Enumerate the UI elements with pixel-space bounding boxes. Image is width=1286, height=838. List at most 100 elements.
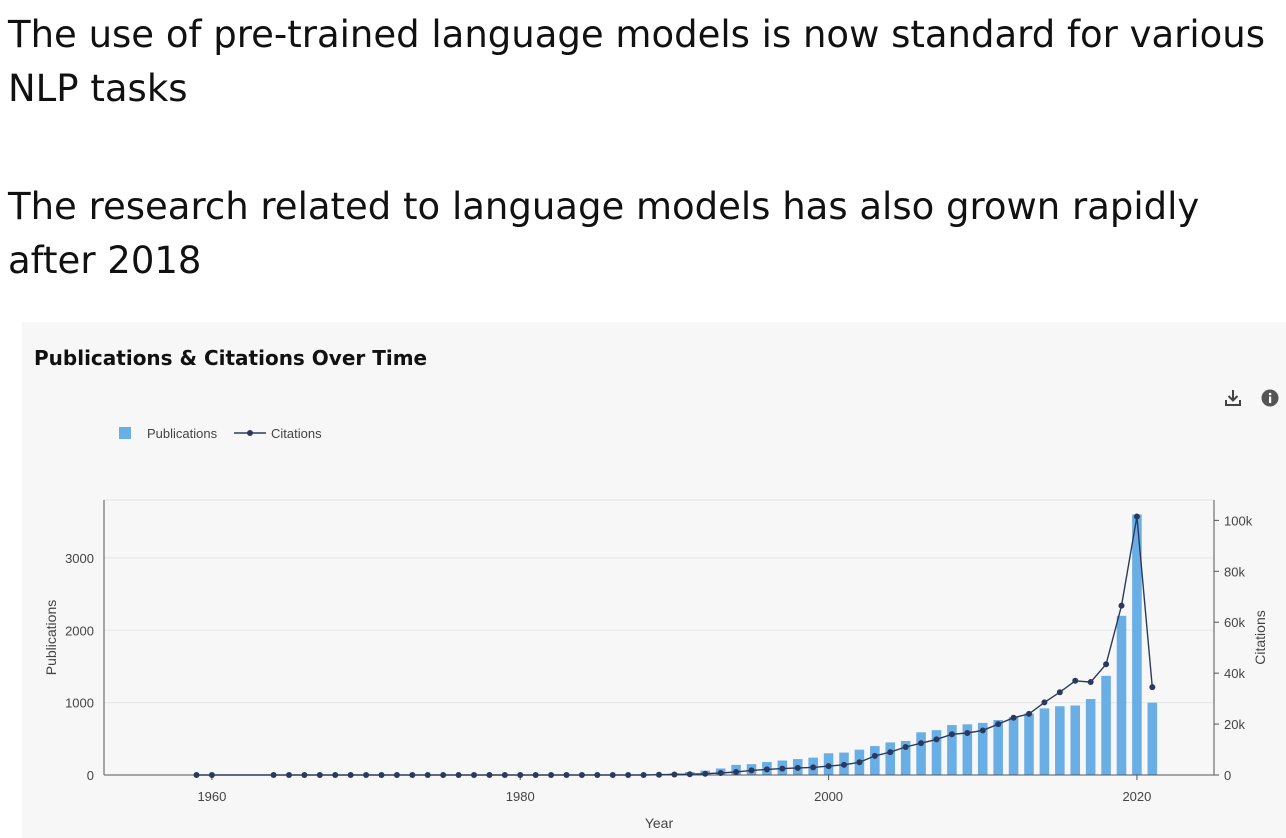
citations-point	[979, 727, 986, 734]
chart-panel: 1960 1980 2000 2020 0 1000 2000 3000 0 20k 40k 60k 8…	[22, 322, 1286, 838]
y-tick-label: 2000	[65, 623, 94, 638]
publications-bar	[1116, 615, 1127, 775]
citations-point	[1072, 677, 1079, 684]
citations-point	[1133, 513, 1140, 520]
citations-point	[918, 740, 925, 747]
y2-tick-label: 60k	[1224, 615, 1245, 630]
publications-bar	[1132, 514, 1142, 775]
x-tick-label: 1960	[197, 789, 226, 804]
citations-point	[763, 766, 770, 773]
citations-point	[455, 772, 462, 778]
citations-point	[640, 772, 647, 778]
citations-point	[656, 771, 662, 778]
legend-label-citations: Citations	[271, 426, 322, 441]
citations-point	[347, 772, 354, 778]
citations-point	[301, 772, 308, 778]
citations-point	[748, 767, 755, 774]
citations-point	[517, 772, 524, 778]
citations-point	[794, 764, 801, 771]
publications-bar	[870, 746, 880, 775]
citations-point	[1056, 689, 1063, 696]
citations-point	[208, 772, 215, 778]
citations-point	[887, 749, 894, 756]
legend-label-publications: Publications	[147, 426, 218, 441]
publications-bar	[1055, 706, 1065, 775]
publications-bar	[977, 722, 988, 775]
x-tick-label: 1980	[506, 789, 535, 804]
y-tick-label: 3000	[65, 551, 94, 566]
citations-point	[578, 772, 585, 778]
citations-point	[1149, 684, 1156, 691]
citations-point	[1010, 714, 1017, 721]
y2-tick-label: 80k	[1224, 564, 1245, 579]
publications-bar	[885, 742, 896, 775]
publications-bar	[1008, 717, 1019, 775]
citations-point	[286, 772, 292, 778]
citations-point	[440, 772, 447, 778]
y-tick-label: 0	[87, 768, 94, 783]
citations-point	[702, 770, 709, 777]
citations-point	[948, 731, 955, 738]
citations-point	[1118, 602, 1125, 609]
citations-point	[902, 743, 909, 750]
publications-bar	[916, 732, 926, 775]
publications-bar	[1085, 699, 1096, 775]
citations-point	[501, 772, 508, 778]
y2-tick-label: 100k	[1224, 513, 1253, 528]
citations-point	[609, 772, 616, 778]
publications-citations-chart: 1960 1980 2000 2020 0 1000 2000 3000 0 20k 40k 60k 8…	[43, 426, 1268, 831]
citations-point	[316, 772, 323, 778]
citations-point	[563, 772, 570, 778]
publications-bar	[962, 724, 973, 775]
citations-point	[856, 759, 863, 766]
citations-point	[1026, 710, 1032, 717]
citations-point	[1103, 661, 1110, 668]
citations-point	[378, 772, 385, 778]
citations-point	[671, 771, 678, 778]
citations-point	[193, 772, 200, 778]
citations-point	[779, 765, 786, 772]
publications-bar	[1147, 702, 1158, 775]
citations-point	[548, 772, 555, 778]
citations-point	[871, 752, 878, 759]
download-icon[interactable]	[1223, 388, 1243, 408]
citations-point	[841, 761, 847, 768]
y2-tick-label: 20k	[1224, 717, 1245, 732]
publications-bar	[1024, 713, 1034, 775]
citations-point	[717, 769, 724, 776]
x-tick-label: 2020	[1122, 789, 1151, 804]
citations-point	[733, 768, 740, 775]
publications-bar	[993, 720, 1003, 775]
y-tick-label: 1000	[65, 696, 94, 711]
chart-title: Publications & Citations Over Time	[34, 346, 428, 370]
citations-point	[486, 772, 493, 778]
headline-research-growth: The research related to language models …	[8, 185, 1200, 282]
y2-tick-label: 0	[1224, 768, 1231, 783]
citations-point	[532, 772, 539, 778]
legend-swatch-publications	[119, 427, 131, 439]
y2-tick-label: 40k	[1224, 666, 1245, 681]
publications-bar	[931, 730, 942, 775]
headline-publications-standard: The use of pre-trained language models i…	[8, 13, 1266, 110]
citations-point	[686, 771, 693, 778]
citations-point	[424, 772, 431, 778]
citations-point	[471, 772, 477, 778]
citations-point	[363, 772, 370, 778]
citations-point	[393, 772, 400, 778]
publications-bar	[1101, 675, 1111, 775]
citations-point	[933, 736, 940, 743]
citations-point	[409, 772, 416, 778]
info-icon[interactable]	[1260, 388, 1280, 408]
legend-swatch-citations-marker	[247, 430, 253, 436]
citations-point	[625, 772, 632, 778]
citations-point	[1087, 679, 1094, 686]
publications-bar	[1070, 705, 1081, 775]
citations-point	[964, 729, 971, 736]
citations-point	[1041, 699, 1048, 706]
x-axis-title: Year	[645, 815, 674, 831]
publications-bar	[900, 740, 911, 775]
citations-point	[995, 721, 1002, 728]
y2-axis-title: Citations	[1252, 610, 1268, 664]
y-axis-title: Publications	[43, 600, 59, 676]
